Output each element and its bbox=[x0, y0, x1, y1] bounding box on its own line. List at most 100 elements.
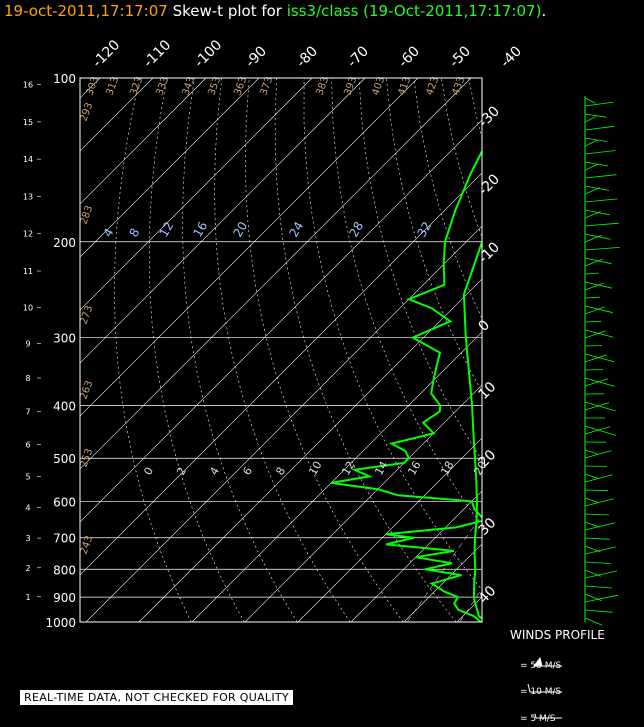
isotherm-line bbox=[80, 78, 366, 364]
winds-legend-symbols bbox=[527, 656, 562, 719]
wind-barb bbox=[584, 115, 597, 123]
wind-barb bbox=[584, 209, 610, 216]
dry-adiabat-label: 353 bbox=[206, 75, 223, 97]
dry-adiabat-line bbox=[303, 78, 482, 591]
wind-barb bbox=[584, 211, 601, 219]
dry-adiabat-line bbox=[114, 78, 192, 622]
wind-barb bbox=[584, 401, 616, 412]
isotherm-right-label: 10 bbox=[476, 379, 500, 403]
dry-adiabat-line bbox=[214, 78, 351, 622]
isotherm-top-label: -60 bbox=[396, 43, 423, 70]
wind-barb bbox=[584, 345, 603, 347]
isotherm-line bbox=[510, 78, 644, 622]
wind-barb bbox=[584, 185, 609, 191]
dry-adiabat-label: 303 bbox=[84, 75, 101, 97]
dry-adiabat-label: 313 bbox=[104, 75, 121, 97]
mixing-ratio-label: 24 bbox=[286, 219, 306, 239]
dry-adiabat-line bbox=[413, 78, 482, 320]
mixing-ratio-label: 16 bbox=[190, 219, 210, 239]
mixing-ratio-line bbox=[535, 338, 644, 622]
wind-barb bbox=[584, 125, 615, 131]
winds-profile bbox=[584, 96, 620, 626]
legend-50ms: = 50 M/S bbox=[520, 661, 562, 671]
wind-barb bbox=[584, 150, 616, 155]
wind-barb bbox=[584, 139, 598, 147]
moist-adiabat-label: 20 bbox=[471, 459, 489, 478]
wind-barb bbox=[584, 377, 616, 387]
dry-adiabat-line bbox=[358, 78, 482, 461]
pressure-tick-label: 200 bbox=[53, 236, 76, 250]
height-km-label: 9 bbox=[25, 339, 30, 348]
legend-full-barb-symbol bbox=[527, 683, 562, 693]
wind-barb bbox=[584, 546, 616, 555]
wind-barb bbox=[584, 522, 615, 531]
plot-frame bbox=[79, 77, 483, 623]
pressure-tick-label: 400 bbox=[53, 400, 76, 414]
wind-barb bbox=[584, 426, 611, 435]
legend-pennant-symbol bbox=[533, 656, 562, 667]
isotherm-line bbox=[456, 596, 482, 622]
wind-barb bbox=[584, 247, 620, 251]
dry-adiabat-line bbox=[386, 78, 482, 393]
wind-barb bbox=[584, 570, 617, 579]
height-km-label: 12 bbox=[23, 230, 33, 239]
wind-barb bbox=[584, 282, 604, 291]
wind-barb bbox=[584, 163, 599, 171]
mixing-ratio-label: 8 bbox=[126, 226, 142, 240]
isotherm-line bbox=[563, 78, 644, 622]
height-km-label: 10 bbox=[23, 304, 33, 313]
height-km-label: 7 bbox=[25, 408, 30, 417]
dry-adiabat-line bbox=[331, 78, 482, 527]
height-km-label: 2 bbox=[25, 564, 30, 573]
height-km-label: 1 bbox=[25, 593, 30, 602]
wind-barb bbox=[584, 234, 602, 243]
title-source: iss3/class (19-Oct-2011,17:17:07) bbox=[286, 2, 542, 20]
isotherm-right-label: -30 bbox=[476, 103, 503, 130]
moist-adiabat-label: 6 bbox=[240, 465, 255, 478]
wind-barb bbox=[584, 187, 600, 195]
moist-adiabat-label: 18 bbox=[438, 459, 456, 478]
wind-barb bbox=[584, 296, 600, 299]
sounding-profiles bbox=[330, 149, 482, 622]
wind-barb bbox=[584, 222, 619, 227]
dry-adiabat-label: 263 bbox=[78, 379, 95, 401]
wind-barb bbox=[584, 306, 605, 315]
mixing-ratio-label: 12 bbox=[156, 219, 176, 239]
pressure-tick-label: 500 bbox=[53, 452, 76, 466]
isotherm-line bbox=[80, 78, 260, 258]
wind-barb bbox=[584, 594, 619, 603]
dry-adiabats bbox=[114, 78, 644, 622]
moist-adiabat-label: 4 bbox=[207, 465, 222, 478]
wind-barb bbox=[584, 617, 603, 626]
isotherm-top-label: -50 bbox=[447, 43, 474, 70]
dry-adiabat-label: 423 bbox=[424, 75, 441, 97]
isotherm-top-label: -70 bbox=[345, 43, 372, 70]
wind-barb bbox=[584, 258, 603, 267]
wind-barb bbox=[584, 474, 613, 483]
mixing-ratio-line bbox=[459, 588, 482, 622]
wind-barb bbox=[584, 378, 609, 387]
pressure-tick-label: 1000 bbox=[45, 616, 76, 630]
dry-adiabat-line bbox=[182, 78, 298, 622]
wind-barb bbox=[584, 593, 602, 602]
dry-adiabat-label: 333 bbox=[154, 75, 171, 97]
isotherm-line bbox=[80, 119, 482, 523]
isotherm-grid bbox=[80, 78, 644, 622]
isotherm-right-label: -10 bbox=[476, 239, 503, 266]
isotherm-line bbox=[191, 331, 482, 622]
pressure-tick-label: 700 bbox=[53, 532, 76, 546]
dewpoint-line bbox=[330, 149, 482, 622]
dry-adiabat-line bbox=[524, 78, 644, 622]
dry-adiabat-line bbox=[578, 78, 644, 622]
mixing-ratio-label: 32 bbox=[414, 219, 434, 239]
moist-adiabat-label: 2 bbox=[174, 465, 189, 478]
dry-adiabat-label: 433 bbox=[450, 75, 467, 97]
dry-adiabat-label: 363 bbox=[232, 75, 249, 97]
dry-adiabat-line bbox=[468, 78, 482, 140]
moist-adiabat-label: 0 bbox=[141, 465, 156, 478]
dry-adiabat-label: 283 bbox=[78, 204, 95, 226]
height-km-label: 6 bbox=[25, 441, 30, 450]
wind-barb bbox=[584, 513, 609, 516]
wind-barb bbox=[584, 473, 599, 479]
isotherm-line bbox=[80, 172, 482, 576]
